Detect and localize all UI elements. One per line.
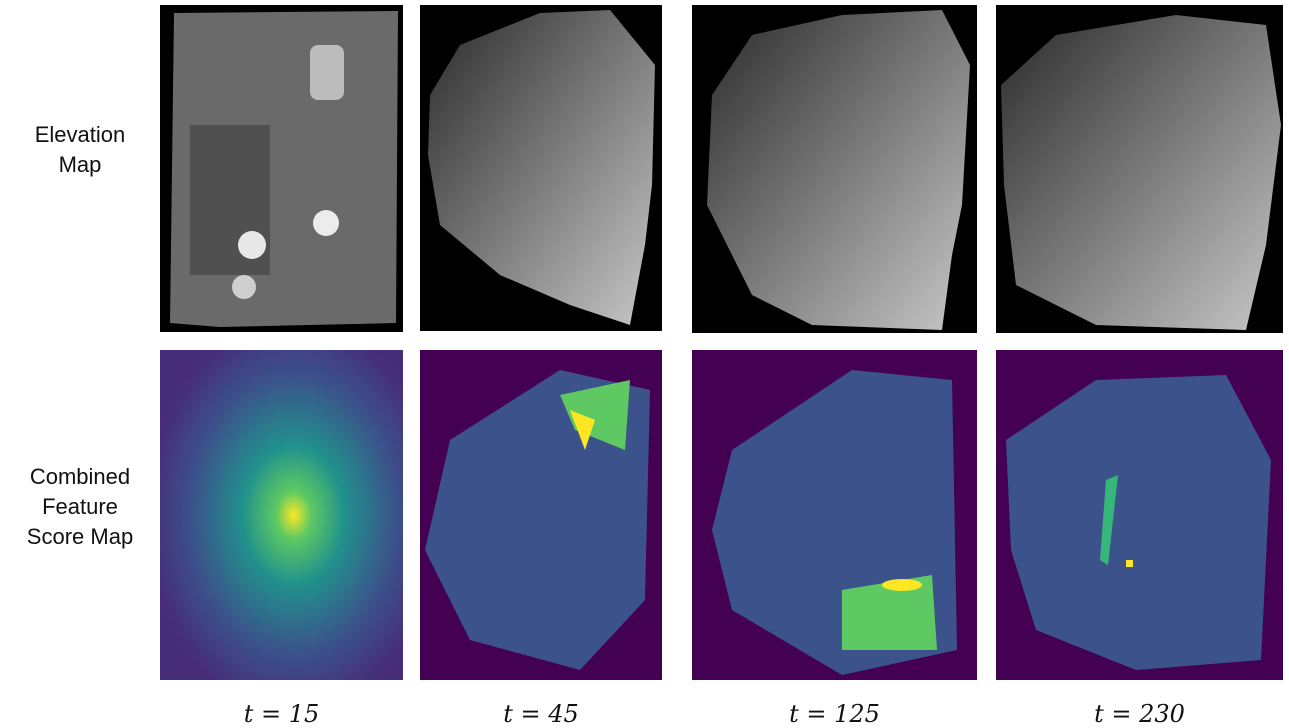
column-label: t = 230: [996, 700, 1283, 728]
column-label: t = 45: [420, 700, 662, 728]
score-image: [996, 350, 1283, 680]
elevation-image: [420, 5, 662, 331]
elevation-image: [692, 5, 977, 333]
row-label: Combined Feature Score Map: [20, 462, 140, 552]
score-image: [160, 350, 403, 680]
column-label: t = 15: [160, 700, 403, 728]
elevation-image: [160, 5, 403, 332]
elevation-image: [996, 5, 1283, 333]
column-label: t = 125: [692, 700, 977, 728]
figure: Elevation Map Combined Feature Score Map: [0, 0, 1289, 728]
row-label: Elevation Map: [20, 120, 140, 180]
score-image: [692, 350, 977, 680]
score-image: [420, 350, 662, 680]
